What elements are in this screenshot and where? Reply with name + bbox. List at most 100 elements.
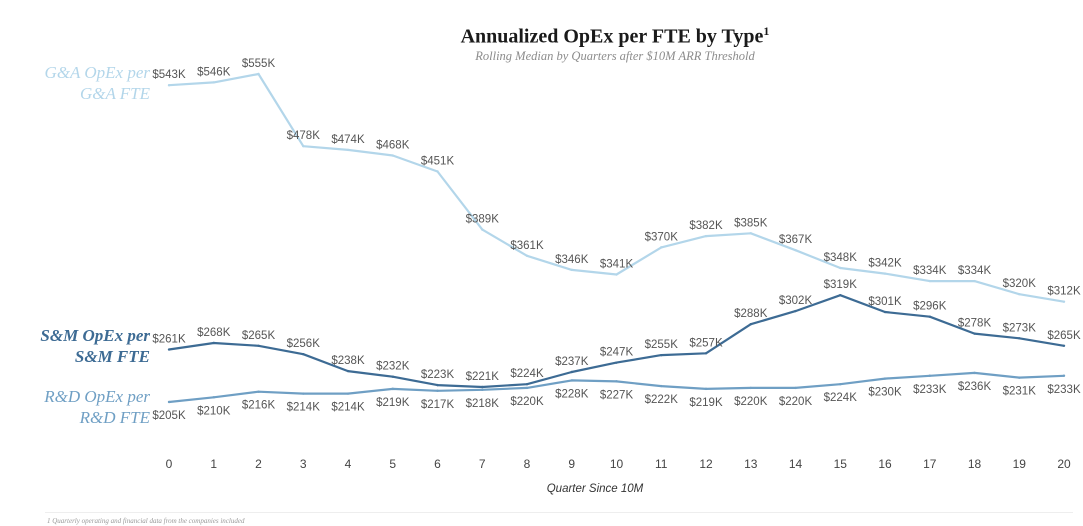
data-label-0-6: $451K <box>421 155 455 167</box>
data-label-0-8: $361K <box>510 240 544 252</box>
x-axis-title: Quarter Since 10M <box>546 483 644 495</box>
data-point-1-9 <box>570 370 573 374</box>
series-label-sm-line1: S&M OpEx per <box>40 326 150 345</box>
data-point-1-5 <box>391 375 394 378</box>
data-point-1-19 <box>1018 337 1021 340</box>
data-label-0-13: $385K <box>734 217 768 229</box>
data-label-0-14: $367K <box>779 234 813 246</box>
data-label-1-20: $265K <box>1047 330 1081 342</box>
x-tick-label-5: 5 <box>389 457 396 471</box>
data-point-0-15 <box>839 266 842 270</box>
data-point-2-12 <box>704 387 708 391</box>
data-label-1-9: $237K <box>555 356 589 368</box>
data-point-2-10 <box>615 380 618 383</box>
data-label-1-11: $255K <box>645 339 679 351</box>
series-label-ga-line2: G&A FTE <box>79 84 150 103</box>
series-label-sm: S&M OpEx per S&M FTE <box>0 325 150 367</box>
data-point-0-17 <box>928 279 931 283</box>
data-point-0-10 <box>615 273 618 276</box>
data-label-1-13: $288K <box>734 308 768 320</box>
data-label-2-13: $220K <box>734 396 768 408</box>
data-label-1-6: $223K <box>421 369 455 381</box>
x-tick-label-18: 18 <box>968 457 982 471</box>
data-point-1-2 <box>257 344 260 347</box>
data-point-0-0 <box>167 84 171 87</box>
data-point-0-19 <box>1018 293 1021 296</box>
data-point-0-4 <box>346 148 350 152</box>
data-point-1-8 <box>525 382 529 386</box>
data-point-1-7 <box>481 385 484 389</box>
data-point-0-8 <box>525 254 529 258</box>
data-point-1-3 <box>302 353 305 356</box>
x-tick-label-7: 7 <box>479 457 486 471</box>
data-label-1-10: $247K <box>600 347 634 359</box>
data-point-0-2 <box>257 72 260 76</box>
data-point-2-13 <box>749 386 752 390</box>
data-label-0-19: $320K <box>1003 278 1037 290</box>
data-label-0-9: $346K <box>555 254 589 266</box>
data-point-1-16 <box>883 310 887 314</box>
data-point-0-18 <box>973 279 976 283</box>
data-point-0-20 <box>1062 300 1066 303</box>
data-point-0-12 <box>704 234 708 238</box>
x-tick-label-12: 12 <box>699 457 713 471</box>
x-tick-label-8: 8 <box>524 457 531 471</box>
data-label-2-16: $230K <box>868 387 902 399</box>
chart-title: Annualized OpEx per FTE by Type1 <box>0 24 1083 49</box>
x-tick-label-11: 11 <box>655 457 668 471</box>
data-label-1-5: $232K <box>376 361 410 373</box>
data-label-2-6: $217K <box>421 399 455 411</box>
data-label-2-19: $231K <box>1003 386 1037 398</box>
data-point-2-16 <box>883 377 887 380</box>
data-label-1-7: $221K <box>466 371 500 383</box>
data-point-1-10 <box>615 361 618 364</box>
data-label-2-17: $233K <box>913 384 947 396</box>
data-point-2-1 <box>212 396 215 399</box>
data-label-0-1: $546K <box>197 66 231 78</box>
data-label-2-7: $218K <box>466 398 500 410</box>
data-point-2-14 <box>794 386 797 390</box>
title-superscript: 1 <box>763 24 770 38</box>
data-label-2-11: $222K <box>645 394 679 406</box>
data-point-2-3 <box>302 392 305 395</box>
series-label-rd-line1: R&D OpEx per <box>44 387 150 406</box>
data-label-2-5: $219K <box>376 397 410 409</box>
data-point-1-6 <box>436 383 439 387</box>
x-tick-label-15: 15 <box>834 457 848 471</box>
data-label-0-17: $334K <box>913 265 947 277</box>
data-label-1-19: $273K <box>1003 322 1037 334</box>
data-point-2-18 <box>973 371 976 375</box>
data-label-2-0: $205K <box>152 410 186 422</box>
series-label-rd: R&D OpEx per R&D FTE <box>0 386 150 428</box>
x-tick-label-3: 3 <box>300 457 307 471</box>
x-tick-label-0: 0 <box>166 457 173 471</box>
data-point-2-20 <box>1062 374 1066 377</box>
data-point-1-17 <box>928 315 931 318</box>
data-point-1-13 <box>749 323 752 326</box>
x-tick-label-17: 17 <box>923 457 937 471</box>
data-point-2-19 <box>1018 376 1021 379</box>
series-label-sm-line2: S&M FTE <box>74 347 150 366</box>
data-label-1-12: $257K <box>689 337 723 349</box>
footnote-divider <box>45 512 1073 513</box>
chart-title-text: Annualized OpEx per FTE by Type <box>460 25 764 48</box>
data-label-2-14: $220K <box>779 396 813 408</box>
data-point-1-14 <box>794 309 797 313</box>
data-point-0-6 <box>436 170 439 173</box>
data-label-0-2: $555K <box>242 58 276 70</box>
data-label-2-20: $233K <box>1047 384 1081 396</box>
data-label-1-4: $238K <box>331 355 365 367</box>
data-point-2-2 <box>257 390 260 393</box>
data-label-2-10: $227K <box>600 389 634 401</box>
data-label-2-8: $220K <box>510 396 544 408</box>
data-label-0-7: $389K <box>466 214 500 226</box>
data-label-2-9: $228K <box>555 388 589 400</box>
data-label-1-17: $296K <box>913 301 947 313</box>
data-label-0-0: $543K <box>152 69 186 81</box>
data-label-1-3: $256K <box>287 338 321 350</box>
data-point-0-1 <box>212 81 215 84</box>
data-label-2-12: $219K <box>689 397 723 409</box>
x-tick-label-4: 4 <box>345 457 352 471</box>
x-tick-label-9: 9 <box>568 457 575 471</box>
